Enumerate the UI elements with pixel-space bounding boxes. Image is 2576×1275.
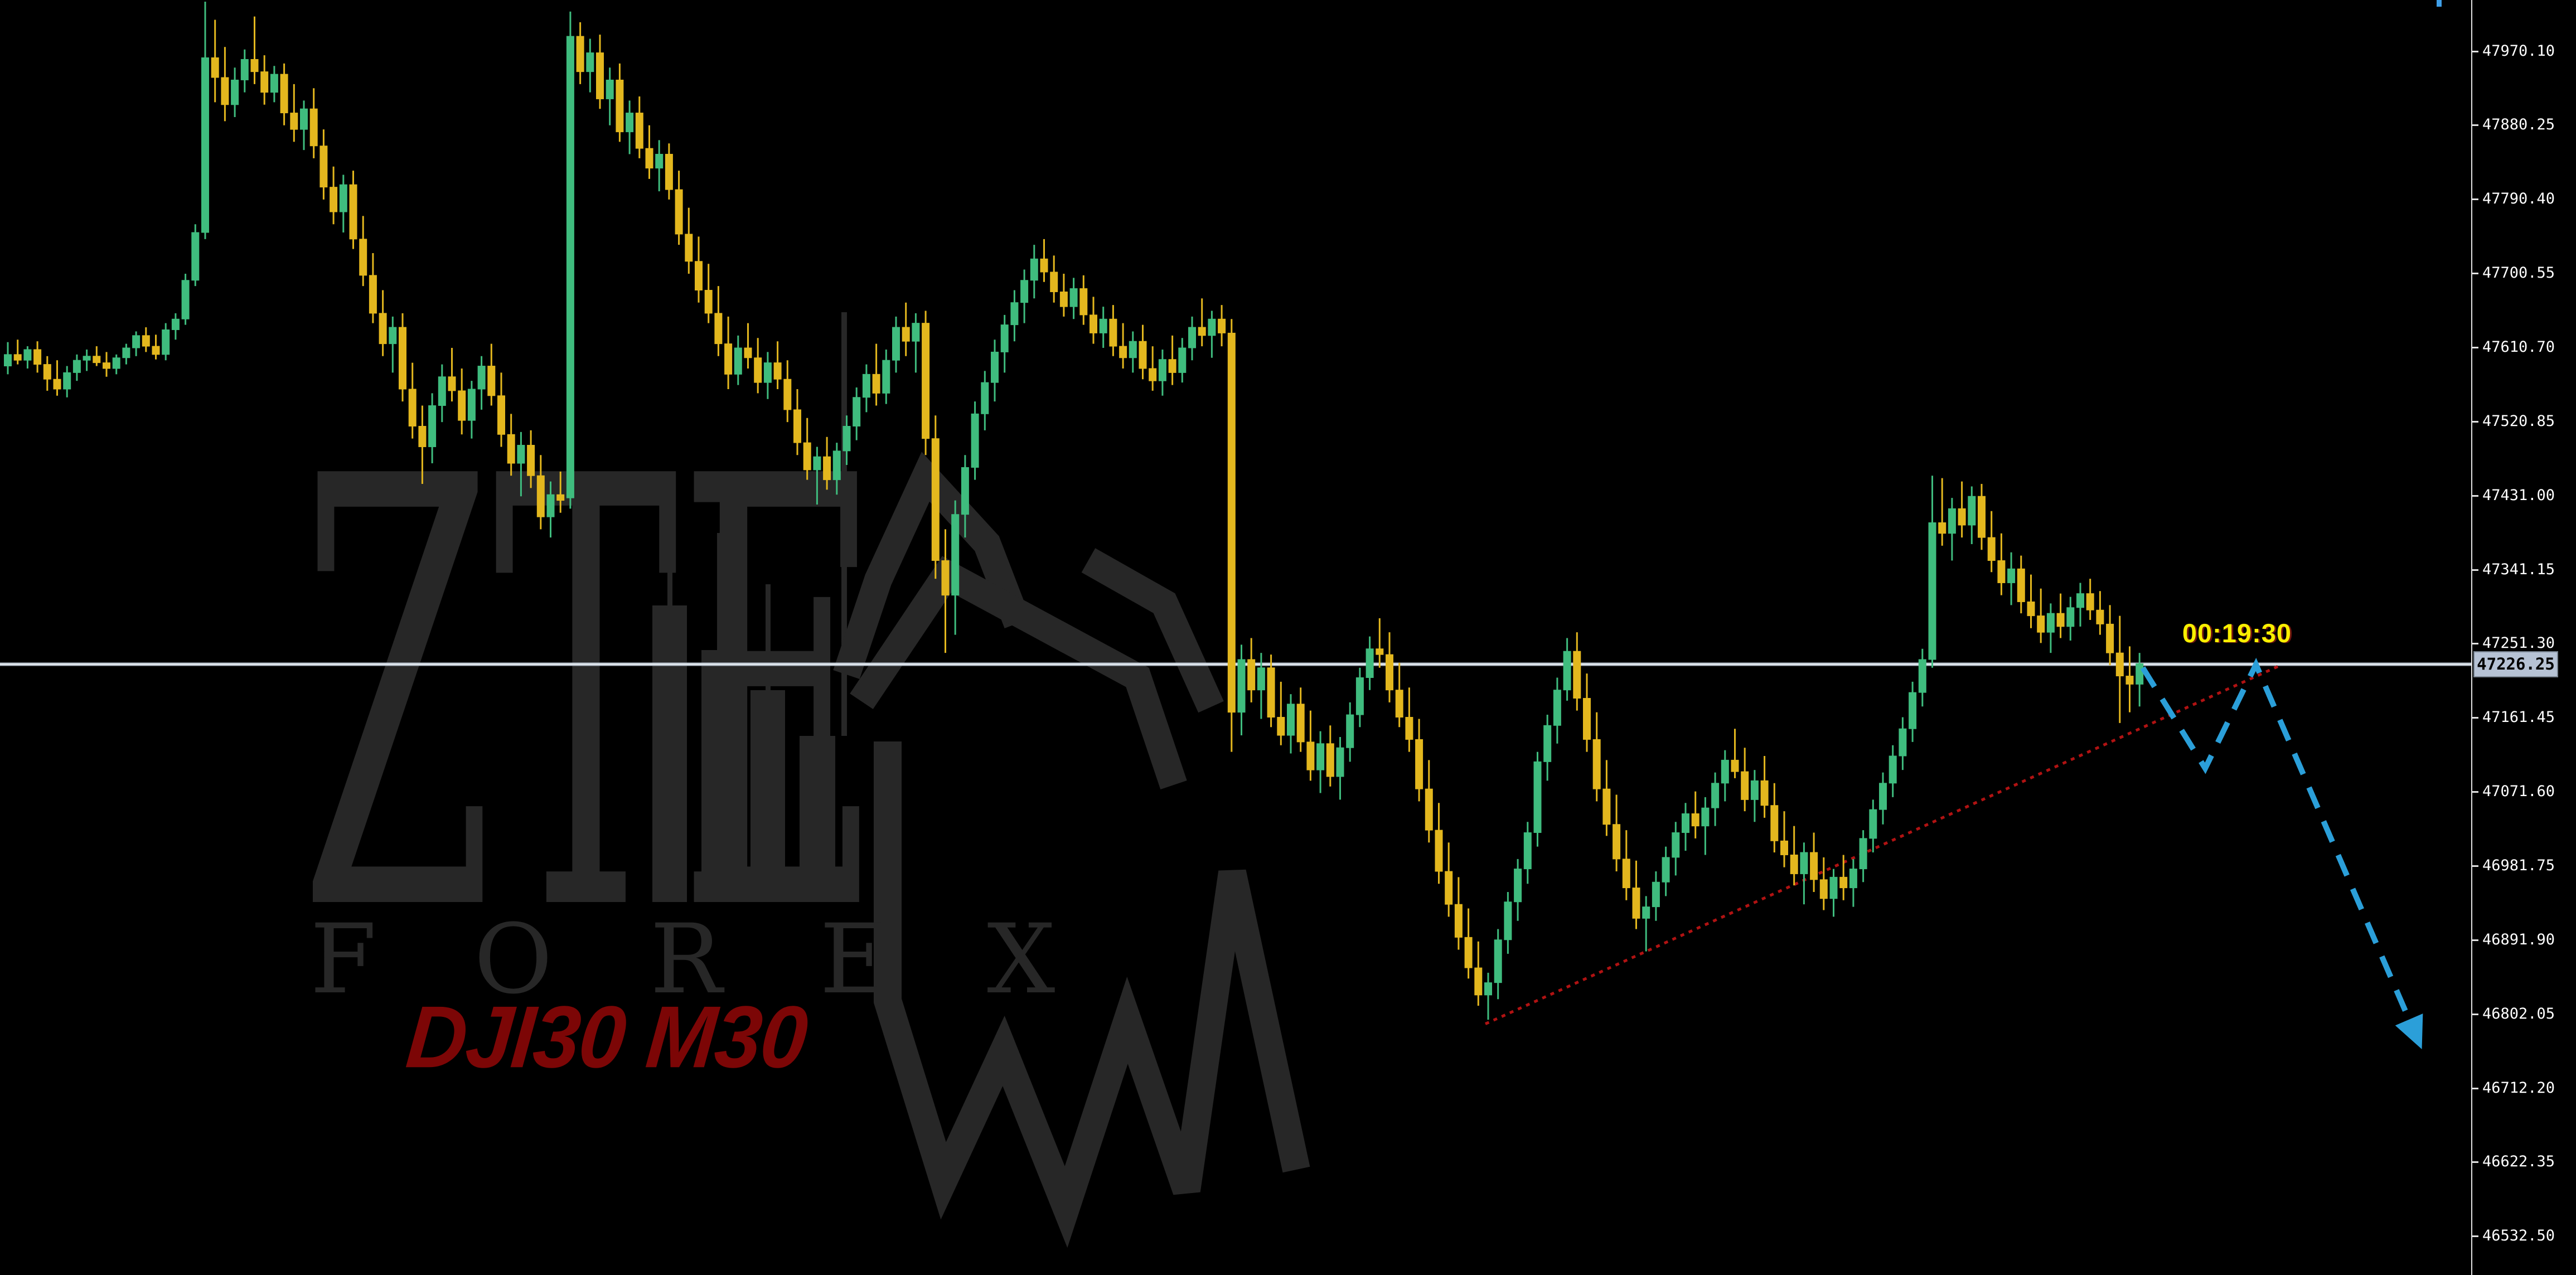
watermark-sub-text: F O R E X — [310, 903, 1089, 1015]
axis-tick-mark — [2471, 643, 2478, 645]
projection-arrowhead-icon — [2395, 1014, 2423, 1049]
price-axis-line — [2471, 0, 2472, 1275]
axis-tick-mark — [2471, 1161, 2478, 1164]
axis-tick-label: 46712.20 — [2482, 1079, 2555, 1097]
axis-tick-mark — [2471, 791, 2478, 793]
bid-price-line-core — [0, 663, 2471, 665]
axis-tick-label: 46802.05 — [2482, 1005, 2555, 1022]
axis-tick-mark — [2471, 1087, 2478, 1089]
axis-tick-mark — [2471, 346, 2478, 348]
chart-shift-marker — [2437, 0, 2442, 7]
axis-tick-label: 46532.50 — [2482, 1227, 2555, 1245]
watermark-bars-icon — [652, 312, 847, 902]
axis-tick-mark — [2471, 865, 2478, 867]
axis-tick-mark — [2471, 495, 2478, 497]
axis-tick-label: 47161.45 — [2482, 709, 2555, 726]
axis-tick-mark — [2471, 273, 2478, 275]
axis-tick-mark — [2471, 569, 2478, 571]
axis-tick-mark — [2471, 1235, 2478, 1238]
axis-tick-mark — [2471, 50, 2478, 52]
axis-tick-label: 46981.75 — [2482, 857, 2555, 875]
axis-tick-mark — [2471, 124, 2478, 127]
axis-tick-label: 47880.25 — [2482, 116, 2555, 134]
axis-tick-mark — [2471, 198, 2478, 201]
watermark-bull-icon — [833, 452, 1310, 1248]
candles — [4, 1, 2144, 1020]
current-price-tag: 47226.25 — [2473, 651, 2558, 677]
axis-tick-label: 47520.85 — [2482, 412, 2555, 430]
axis-tick-label: 47341.15 — [2482, 560, 2555, 578]
axis-tick-mark — [2471, 939, 2478, 941]
projection-zigzag[interactable] — [2140, 657, 2422, 1044]
symbol-timeframe-label: DJI30 M30 — [403, 987, 811, 1086]
axis-tick-label: 47970.10 — [2482, 42, 2555, 60]
axis-tick-label: 47790.40 — [2482, 190, 2555, 208]
axis-tick-label: 47431.00 — [2482, 486, 2555, 504]
axis-tick-mark — [2471, 1013, 2478, 1015]
axis-tick-mark — [2471, 420, 2478, 423]
axis-tick-label: 47071.60 — [2482, 783, 2555, 801]
candle-countdown-label: 00:19:30 — [2182, 618, 2292, 648]
axis-tick-label: 46622.35 — [2482, 1153, 2555, 1171]
axis-tick-label: 47251.30 — [2482, 634, 2555, 652]
axis-tick-label: 46891.90 — [2482, 930, 2555, 948]
support-trendline[interactable] — [1484, 664, 2282, 1025]
axis-tick-mark — [2471, 717, 2478, 719]
axis-tick-label: 47700.55 — [2482, 264, 2555, 282]
axis-tick-label: 47610.70 — [2482, 338, 2555, 356]
